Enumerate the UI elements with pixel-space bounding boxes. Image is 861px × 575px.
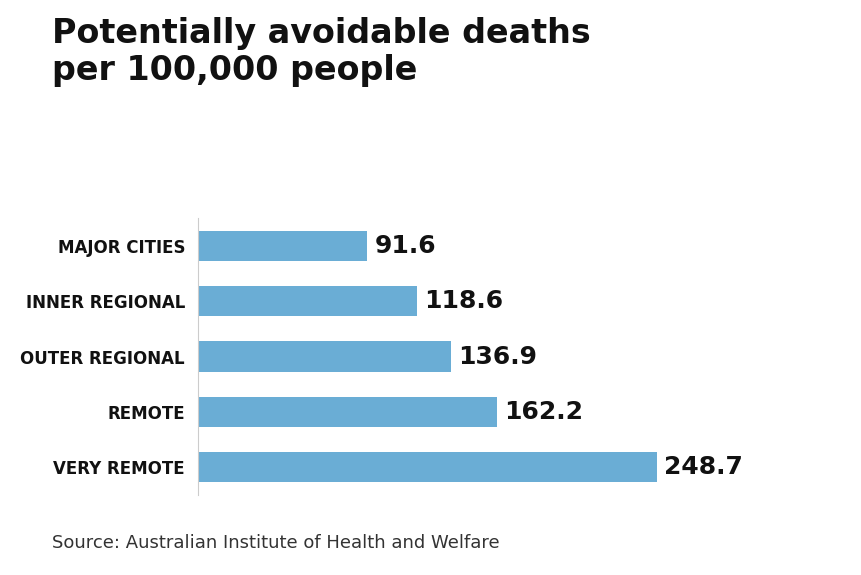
Text: 118.6: 118.6 — [424, 289, 503, 313]
Text: Potentially avoidable deaths
per 100,000 people: Potentially avoidable deaths per 100,000… — [52, 17, 590, 87]
Bar — [198, 342, 450, 371]
Bar — [198, 397, 497, 427]
Bar — [198, 452, 656, 482]
Text: 162.2: 162.2 — [504, 400, 583, 424]
Text: 91.6: 91.6 — [374, 234, 436, 258]
Text: 136.9: 136.9 — [457, 344, 536, 369]
Text: 248.7: 248.7 — [663, 455, 742, 479]
Bar — [198, 231, 367, 261]
Bar — [198, 286, 417, 316]
Text: Source: Australian Institute of Health and Welfare: Source: Australian Institute of Health a… — [52, 534, 499, 552]
